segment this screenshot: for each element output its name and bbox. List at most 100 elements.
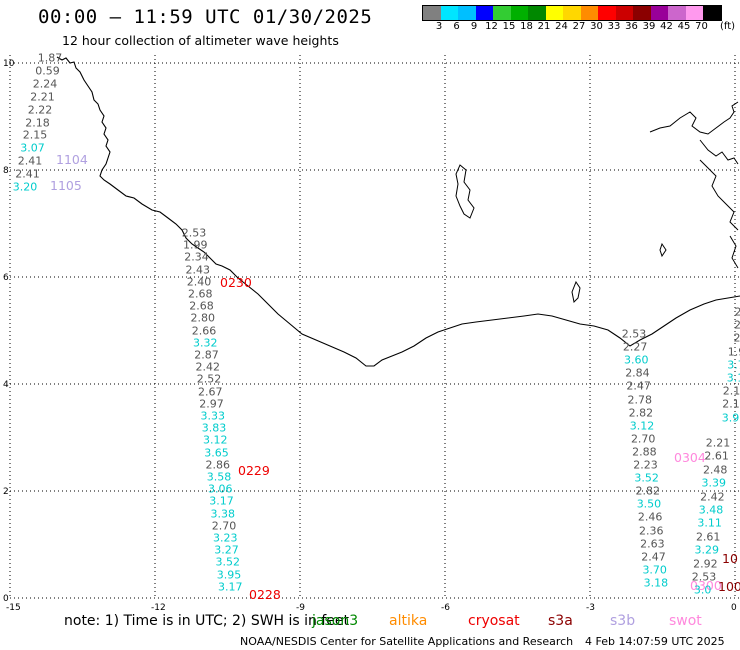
wave-height-value: 2.41 bbox=[15, 167, 40, 181]
scale-label: 27 bbox=[572, 21, 586, 32]
wave-height-value: 2.23 bbox=[633, 458, 658, 472]
satellite-legend-item: altika bbox=[389, 613, 428, 629]
scale-label: 9 bbox=[470, 21, 478, 32]
x-tick-label: 0 bbox=[731, 603, 737, 613]
wave-height-value: 2.42 bbox=[700, 490, 725, 504]
wave-height-value: 2 bbox=[733, 331, 740, 345]
coastline bbox=[56, 56, 740, 367]
wave-height-value: 2.47 bbox=[626, 379, 651, 393]
wave-height-value: 3.52 bbox=[215, 555, 241, 569]
scale-label: 15 bbox=[502, 21, 516, 32]
wave-height-value: 2.52 bbox=[196, 372, 222, 386]
map-subtitle: 12 hour collection of altimeter wave hei… bbox=[62, 33, 339, 48]
scale-swatch bbox=[685, 6, 703, 20]
wave-height-value: 2.70 bbox=[630, 432, 656, 446]
scale-swatch bbox=[668, 6, 686, 20]
scale-swatch bbox=[650, 6, 668, 20]
scale-swatch bbox=[493, 6, 511, 20]
wave-height-value: 3.33 bbox=[200, 409, 226, 423]
scale-label: 24 bbox=[555, 21, 568, 32]
wave-height-value: 2.63 bbox=[640, 537, 665, 551]
y-tick-label: 6 bbox=[3, 273, 9, 283]
x-tick-label: -3 bbox=[586, 603, 595, 613]
wave-height-value: 3.32 bbox=[193, 336, 218, 350]
satellite-legend-item: s3a bbox=[548, 613, 573, 629]
wave-height-value: 2.53 bbox=[621, 327, 647, 341]
axis-labels: -15 -12 -9 -6 -3 0 0 2 4 6 8 10 bbox=[3, 59, 737, 613]
scale-label: 45 bbox=[677, 21, 691, 32]
wave-height-value: 3.0 bbox=[693, 583, 712, 597]
wave-height-value: 3.06 bbox=[208, 482, 233, 496]
scale-label: 3 bbox=[435, 21, 443, 32]
wave-height-value: 2.82 bbox=[635, 484, 661, 498]
satellite-legend-item: cryosat bbox=[468, 613, 520, 629]
scale-label: 21 bbox=[537, 21, 551, 32]
wave-height-value: 3.48 bbox=[698, 503, 724, 517]
satellite-legend-item: swot bbox=[669, 613, 702, 629]
scale-label: 18 bbox=[520, 21, 533, 32]
wave-height-value: 3.83 bbox=[201, 421, 227, 435]
wave-height-value: 2.86 bbox=[205, 458, 231, 472]
wave-height-value: 2.53 bbox=[181, 226, 207, 240]
y-tick-label: 8 bbox=[3, 166, 9, 176]
note-text: note: 1) Time is in UTC; 2) SWH is in fe… bbox=[64, 613, 350, 629]
wave-height-value: 2 bbox=[734, 318, 740, 332]
y-tick-label: 0 bbox=[3, 594, 9, 604]
wave-height-value: 3.93 bbox=[721, 411, 740, 425]
pass-id: 0300 bbox=[690, 577, 722, 593]
lat-lon-grid bbox=[9, 55, 740, 599]
wave-height-value: 3.7 bbox=[727, 358, 740, 372]
wave-height-value: 3.1 bbox=[726, 371, 740, 385]
y-tick-label: 2 bbox=[3, 487, 9, 497]
wave-height-value: 2.34 bbox=[184, 250, 209, 264]
wave-height-value: 2.47 bbox=[641, 550, 666, 564]
wave-height-value: 1.9 bbox=[727, 345, 740, 359]
wave-height-value: 1.99 bbox=[183, 238, 208, 252]
scale-swatch bbox=[458, 6, 476, 20]
pass-id: 1105 bbox=[50, 177, 82, 193]
wave-height-value: 3.23 bbox=[213, 531, 238, 545]
wave-height-value: 2.41 bbox=[17, 154, 43, 168]
scale-swatch bbox=[633, 6, 651, 20]
scale-label: 39 bbox=[642, 21, 656, 32]
wave-height-value: 2.27 bbox=[622, 340, 648, 354]
wave-height-value: 3.95 bbox=[216, 568, 242, 582]
pass-id: 10 bbox=[722, 550, 738, 566]
wave-height-value: 2.97 bbox=[199, 397, 224, 411]
scale-swatch bbox=[423, 6, 441, 20]
scale-label: 6 bbox=[453, 21, 460, 32]
wave-height-value: 3.11 bbox=[697, 516, 722, 530]
island-2 bbox=[571, 280, 581, 304]
scale-swatch bbox=[440, 6, 458, 20]
pass-id: 100 bbox=[718, 578, 740, 594]
wave-height-value: 3.65 bbox=[204, 446, 229, 460]
footer-timestamp: 4 Feb 14:07:59 UTC 2025 bbox=[585, 635, 725, 648]
scale-label: 12 bbox=[485, 21, 498, 32]
wave-height-value: 2.43 bbox=[185, 263, 211, 277]
map-title: 00:00 — 11:59 UTC 01/30/2025 bbox=[38, 6, 373, 28]
wave-height-color-scale bbox=[422, 5, 722, 21]
x-tick-label: -12 bbox=[151, 603, 166, 613]
satellite-legend-item: s3b bbox=[610, 613, 636, 629]
pass-id: 0228 bbox=[249, 586, 281, 602]
wave-height-value: 2.66 bbox=[191, 324, 217, 338]
wave-height-value: 2.46 bbox=[637, 510, 663, 524]
wave-height-value: 2.70 bbox=[211, 519, 237, 533]
wave-height-value: 2.87 bbox=[194, 348, 219, 362]
wave-height-value: 2.68 bbox=[188, 287, 213, 301]
pass-id: 0304 bbox=[674, 449, 706, 465]
wave-height-value: 3.07 bbox=[20, 141, 45, 155]
scale-label: 36 bbox=[625, 21, 638, 32]
wave-height-value: 3.60 bbox=[624, 353, 649, 367]
wave-height-value: 3.58 bbox=[206, 470, 232, 484]
wave-height-value: 2.68 bbox=[189, 299, 214, 313]
wave-height-value: 3.38 bbox=[210, 507, 236, 521]
wave-height-value: 2 bbox=[734, 305, 740, 319]
wave-height-value: 2.21 bbox=[705, 436, 731, 450]
pass-id: 0229 bbox=[238, 462, 270, 478]
scale-swatch bbox=[475, 6, 493, 20]
wave-height-value: 3.12 bbox=[629, 419, 655, 433]
y-tick-label: 4 bbox=[3, 380, 9, 390]
wave-height-value: 3.39 bbox=[701, 476, 727, 490]
